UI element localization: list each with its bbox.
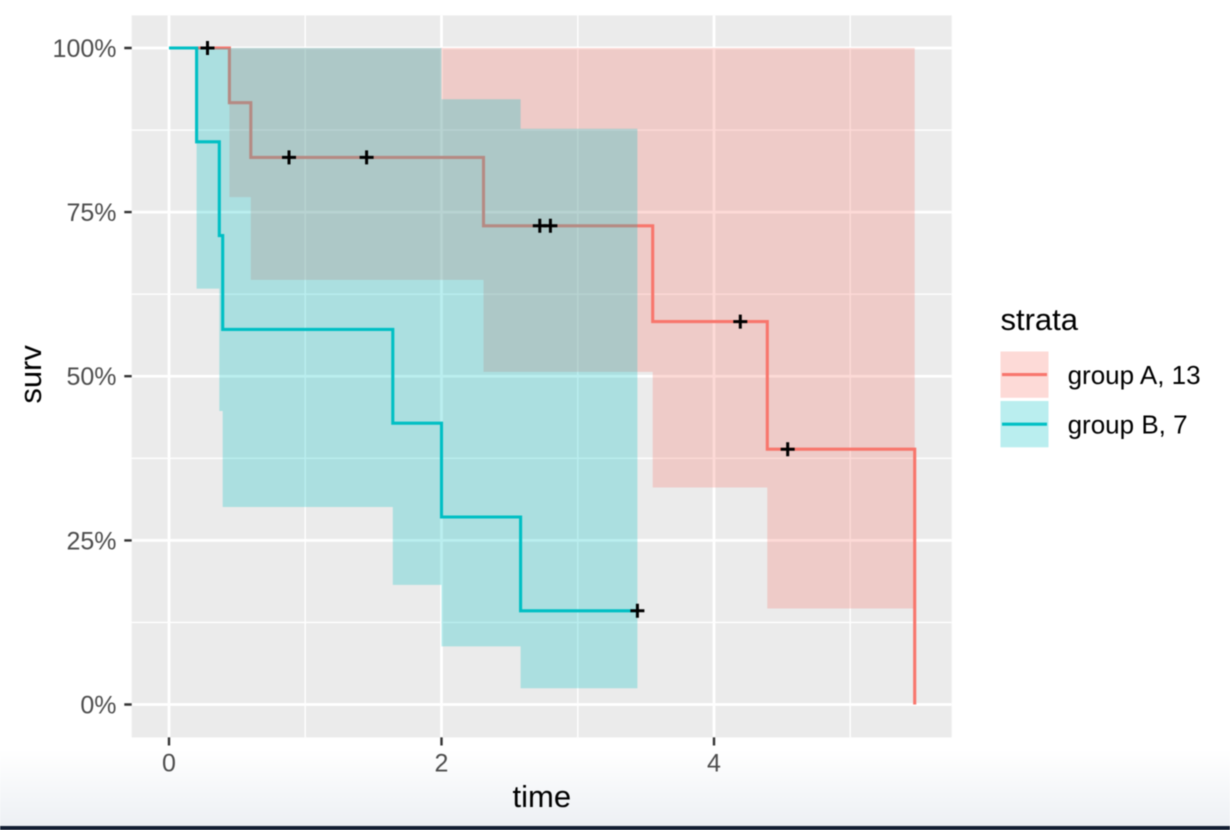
svg-text:surv: surv bbox=[13, 345, 48, 404]
svg-text:50%: 50% bbox=[66, 363, 116, 391]
svg-text:0%: 0% bbox=[80, 692, 116, 720]
svg-text:group B, 7: group B, 7 bbox=[1068, 410, 1188, 440]
svg-text:2: 2 bbox=[435, 750, 449, 778]
svg-text:0: 0 bbox=[162, 750, 176, 778]
svg-text:100%: 100% bbox=[53, 35, 117, 63]
svg-text:time: time bbox=[513, 779, 572, 814]
svg-text:75%: 75% bbox=[66, 199, 116, 227]
svg-text:group A, 13: group A, 13 bbox=[1068, 360, 1201, 390]
svg-text:strata: strata bbox=[1001, 302, 1079, 337]
svg-text:4: 4 bbox=[707, 750, 721, 778]
svg-text:25%: 25% bbox=[66, 527, 116, 555]
